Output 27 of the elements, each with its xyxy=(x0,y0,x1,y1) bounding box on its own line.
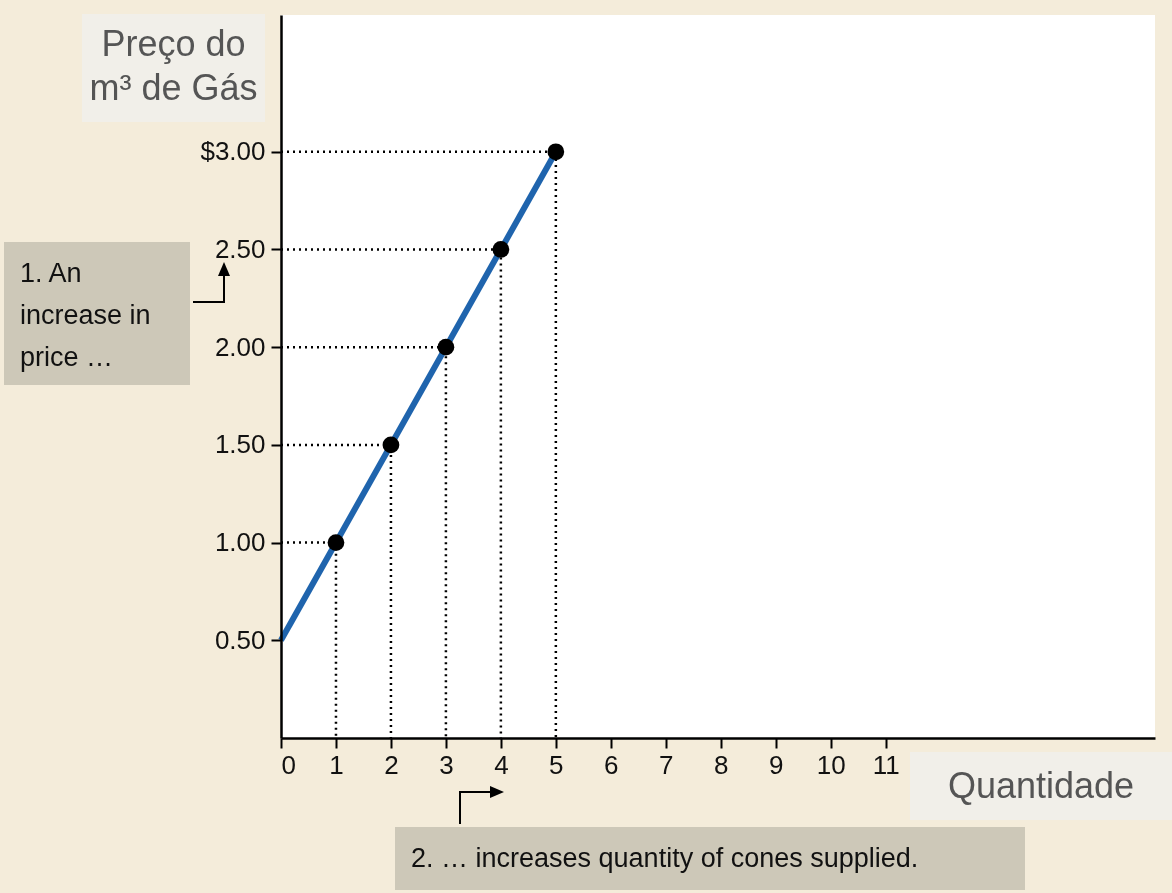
point xyxy=(382,436,400,454)
y-tick-label: 0.50 xyxy=(214,624,266,655)
y-tick-label: 2.50 xyxy=(214,233,266,264)
point xyxy=(547,143,565,161)
x-tick-label: 5 xyxy=(549,749,564,780)
x-tick-label: 11 xyxy=(872,749,900,780)
y-axis-title: Preço do m³ de Gás xyxy=(82,14,265,122)
x-tick-label: 10 xyxy=(816,749,846,780)
x-tick-label: 0 xyxy=(281,749,296,780)
x-tick-label: 1 xyxy=(329,749,344,780)
text: 1. An increase in price … xyxy=(4,242,190,385)
y-tick-label: 1.50 xyxy=(214,429,266,460)
y-tick-label: 2.00 xyxy=(214,331,266,362)
x-tick-label: 9 xyxy=(768,749,784,780)
point xyxy=(327,534,345,551)
point xyxy=(437,338,455,356)
x-tick-label: 4 xyxy=(494,749,509,780)
x-tick-label: 8 xyxy=(714,749,729,780)
x-tick-label: 3 xyxy=(439,749,454,780)
y-tick-label: $3.00 xyxy=(200,136,266,167)
x-tick-label: 2 xyxy=(384,749,399,780)
x-tick-label: 7 xyxy=(659,749,674,780)
x-tick-label: 6 xyxy=(604,749,619,780)
point xyxy=(492,241,510,258)
x-axis-title: Quantidade xyxy=(910,752,1172,820)
text: 2. … increases quantity of cones supplied. xyxy=(395,827,1025,890)
y-tick-label: 1.00 xyxy=(214,527,266,558)
